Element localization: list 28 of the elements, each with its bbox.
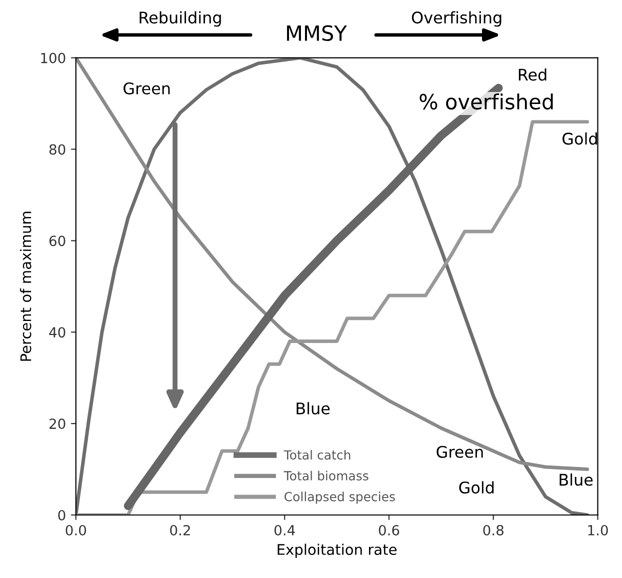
text: MMSY <box>287 25 347 41</box>
annotation: Blue <box>296 402 330 414</box>
x-tick-label: 0.4 <box>274 524 295 536</box>
legend-label: Collapsed species <box>284 492 395 504</box>
y-tick-label: 20 <box>50 418 66 430</box>
y-tick-label: 80 <box>49 144 66 155</box>
y-tick-label: 60 <box>49 236 66 246</box>
annotation: Gold <box>562 132 597 145</box>
text: Overfishing <box>412 11 502 27</box>
y-tick-label: 100 <box>41 52 66 64</box>
x-tick-label: 0.2 <box>170 524 190 536</box>
text: Rebuilding <box>140 11 221 27</box>
legend-label: Total biomass <box>284 470 368 480</box>
annotation: Red <box>518 68 546 81</box>
y-axis-title: Percent of maximum <box>20 212 32 361</box>
y-tick-label: 40 <box>49 327 66 338</box>
legend-label: Total catch <box>284 450 350 460</box>
x-tick-label: 0.0 <box>66 524 86 536</box>
annotation: Green <box>436 446 483 458</box>
annotation: Gold <box>459 481 494 494</box>
annotation: Blue <box>560 473 593 486</box>
annotation: % overfished <box>420 93 553 110</box>
annotation: Green <box>124 82 170 94</box>
x-tick-label: 0.8 <box>483 524 504 536</box>
x-tick-label: 1.0 <box>588 524 608 536</box>
y-tick-label: 0 <box>58 510 66 520</box>
x-tick-label: 0.6 <box>378 524 400 536</box>
x-axis-title: Exploitation rate <box>278 544 397 558</box>
